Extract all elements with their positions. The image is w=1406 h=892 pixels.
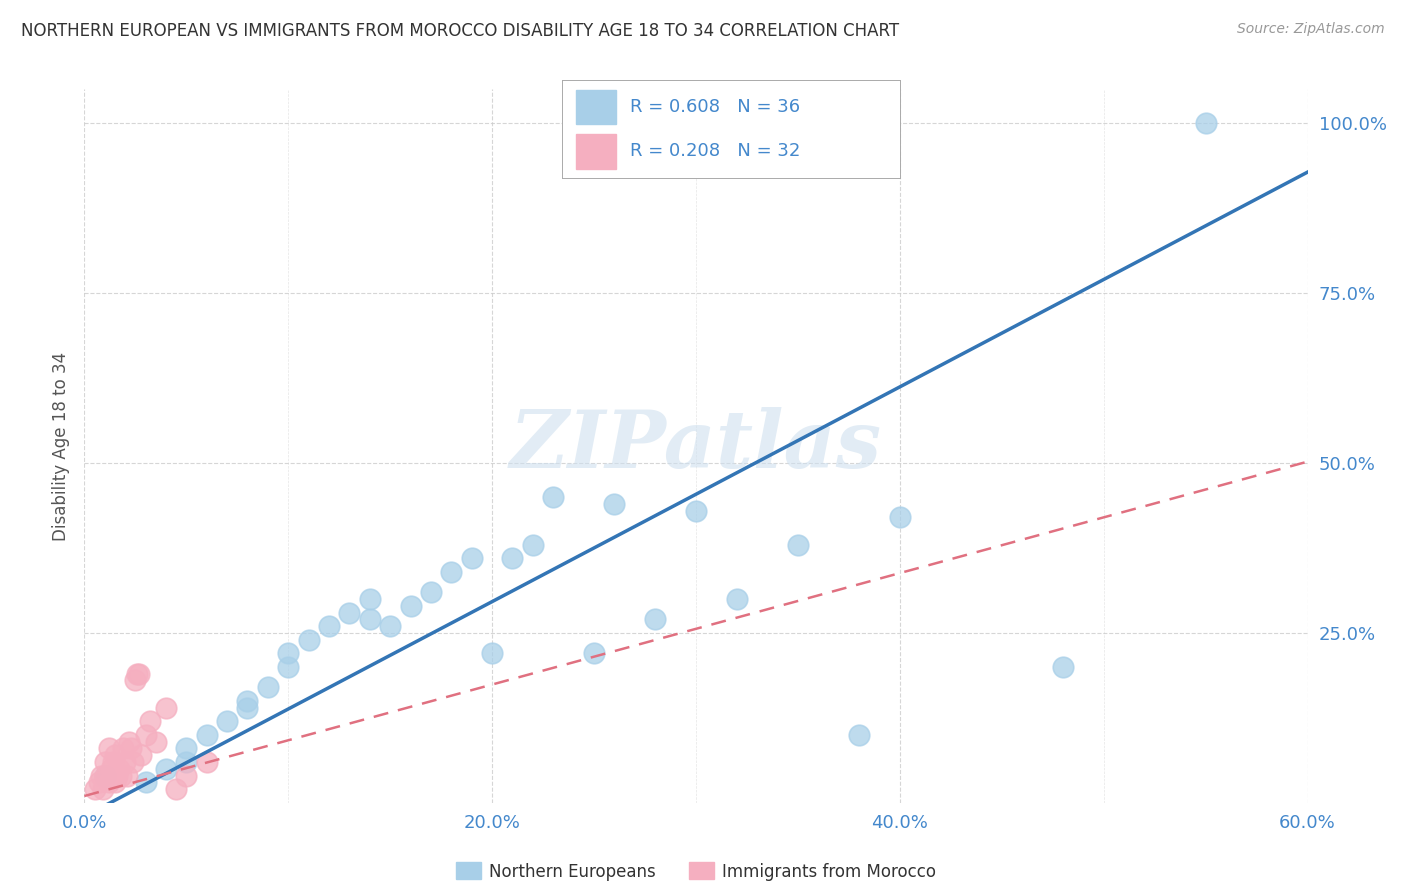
- Point: [501, 551, 523, 566]
- Point: [145, 734, 167, 748]
- Point: [787, 537, 810, 551]
- Point: [93, 755, 115, 769]
- Point: [236, 700, 259, 714]
- Point: [236, 694, 259, 708]
- Point: [420, 585, 443, 599]
- Text: NORTHERN EUROPEAN VS IMMIGRANTS FROM MOROCCO DISABILITY AGE 18 TO 34 CORRELATION: NORTHERN EUROPEAN VS IMMIGRANTS FROM MOR…: [21, 22, 900, 40]
- Point: [481, 646, 503, 660]
- Point: [644, 612, 666, 626]
- Point: [380, 619, 402, 633]
- Point: [135, 728, 157, 742]
- Point: [138, 714, 160, 729]
- Point: [120, 741, 142, 756]
- Point: [174, 741, 197, 756]
- Point: [725, 591, 748, 606]
- Text: R = 0.608   N = 36: R = 0.608 N = 36: [630, 98, 800, 116]
- Point: [83, 782, 105, 797]
- FancyBboxPatch shape: [576, 90, 616, 124]
- Point: [461, 551, 484, 566]
- Point: [359, 591, 381, 606]
- Point: [105, 769, 128, 783]
- Point: [440, 565, 463, 579]
- Point: [339, 606, 360, 620]
- Legend: Northern Europeans, Immigrants from Morocco: Northern Europeans, Immigrants from Moro…: [449, 855, 943, 888]
- Point: [104, 748, 127, 763]
- Point: [399, 599, 422, 613]
- Point: [848, 728, 870, 742]
- Point: [135, 775, 157, 789]
- Point: [217, 714, 239, 729]
- Point: [582, 646, 605, 660]
- Point: [359, 612, 381, 626]
- Point: [195, 728, 218, 742]
- Point: [128, 666, 150, 681]
- Point: [277, 646, 299, 660]
- Point: [110, 769, 132, 783]
- Point: [97, 741, 120, 756]
- Point: [118, 734, 141, 748]
- Point: [115, 769, 138, 783]
- Point: [522, 537, 544, 551]
- Point: [93, 769, 115, 783]
- Point: [122, 755, 145, 769]
- Point: [155, 762, 177, 776]
- Point: [91, 782, 114, 797]
- Y-axis label: Disability Age 18 to 34: Disability Age 18 to 34: [52, 351, 70, 541]
- Point: [155, 700, 177, 714]
- Text: R = 0.208   N = 32: R = 0.208 N = 32: [630, 143, 800, 161]
- Point: [127, 666, 149, 681]
- Point: [97, 775, 120, 789]
- Point: [257, 680, 280, 694]
- Point: [112, 741, 135, 756]
- Point: [195, 755, 218, 769]
- Point: [298, 632, 321, 647]
- Point: [90, 769, 112, 783]
- Point: [87, 775, 110, 789]
- Point: [124, 673, 146, 688]
- Point: [114, 755, 136, 769]
- Text: Source: ZipAtlas.com: Source: ZipAtlas.com: [1237, 22, 1385, 37]
- FancyBboxPatch shape: [576, 134, 616, 169]
- Text: ZIPatlas: ZIPatlas: [510, 408, 882, 484]
- Point: [1052, 660, 1074, 674]
- Point: [685, 503, 707, 517]
- Point: [174, 755, 197, 769]
- Point: [277, 660, 299, 674]
- Point: [603, 497, 626, 511]
- Point: [889, 510, 911, 524]
- Point: [1195, 116, 1218, 130]
- Point: [165, 782, 187, 797]
- Point: [100, 762, 122, 776]
- Point: [318, 619, 340, 633]
- Point: [104, 775, 127, 789]
- Point: [543, 490, 565, 504]
- Point: [93, 769, 115, 783]
- Point: [174, 769, 197, 783]
- Point: [108, 762, 131, 776]
- Point: [131, 748, 153, 763]
- Point: [101, 755, 124, 769]
